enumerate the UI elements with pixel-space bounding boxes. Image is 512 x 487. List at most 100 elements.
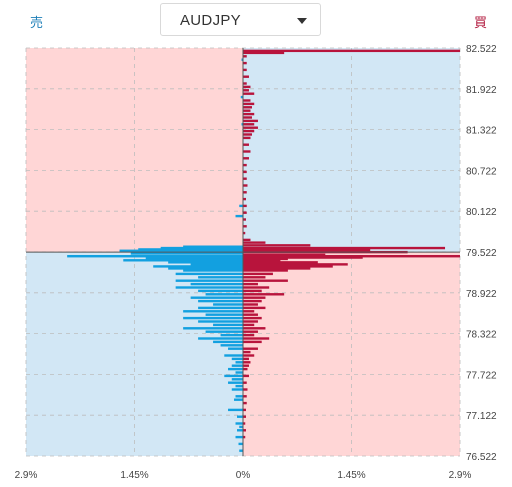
currency-pair-dropdown[interactable]: AUDJPY xyxy=(160,3,321,36)
sell-bar xyxy=(231,357,243,361)
sell-bar xyxy=(228,367,243,371)
sell-bar xyxy=(231,378,243,381)
sell-bar xyxy=(235,214,243,218)
sell-bar xyxy=(239,204,243,208)
buy-bar xyxy=(243,163,247,167)
buy-bar xyxy=(243,75,249,78)
buy-bar xyxy=(243,327,266,330)
buy-bar xyxy=(243,357,249,361)
buy-bar xyxy=(243,289,262,293)
buy-bar xyxy=(243,106,252,109)
sell-bar xyxy=(123,259,243,262)
buy-bar xyxy=(243,347,258,350)
buy-bar xyxy=(243,256,363,259)
buy-label: 買 xyxy=(474,15,488,30)
percent-tick-label: 2.9% xyxy=(15,470,38,481)
sell-bar xyxy=(198,306,243,310)
sell-bar xyxy=(224,354,243,357)
sell-bar xyxy=(241,58,243,61)
price-tick-label: 78.922 xyxy=(466,289,497,300)
buy-bar xyxy=(243,157,249,160)
sell-bar xyxy=(213,340,243,344)
sell-bar xyxy=(239,425,243,429)
price-tick-label: 80.122 xyxy=(466,207,497,218)
buy-bar xyxy=(243,143,249,146)
sell-bar xyxy=(67,255,243,258)
buy-bar xyxy=(243,126,258,129)
price-tick-label: 77.122 xyxy=(466,411,497,422)
buy-bar xyxy=(243,123,255,126)
sell-bar xyxy=(235,395,243,398)
buy-bar xyxy=(243,241,266,244)
chevron-down-icon xyxy=(297,18,307,24)
buy-bar xyxy=(243,51,285,55)
sell-bar xyxy=(213,323,243,327)
buy-bar xyxy=(243,381,247,384)
buy-bar xyxy=(243,238,251,242)
buy-bar xyxy=(243,282,258,286)
sell-bar xyxy=(138,248,243,251)
buy-bar xyxy=(243,323,255,327)
buy-bar xyxy=(243,257,288,261)
sell-bar xyxy=(235,435,243,439)
sell-bar xyxy=(190,296,243,299)
sell-bar xyxy=(198,320,243,323)
sell-label: 売 xyxy=(30,15,44,30)
buy-bar xyxy=(243,269,288,272)
buy-bar xyxy=(243,265,333,268)
sell-bar xyxy=(205,293,243,296)
sell-bar xyxy=(198,289,243,293)
buy-bar xyxy=(243,68,247,72)
buy-bar xyxy=(243,299,262,303)
price-tick-label: 76.522 xyxy=(466,452,497,463)
sell-bar xyxy=(237,429,243,432)
sell-bar xyxy=(205,330,243,333)
buy-bar xyxy=(243,408,246,412)
percent-tick-label: 0% xyxy=(236,470,251,481)
buy-bar xyxy=(243,422,246,425)
buy-bar xyxy=(243,310,255,313)
sell-bar xyxy=(175,272,243,276)
buy-bar xyxy=(243,225,247,228)
buy-bar xyxy=(243,276,266,279)
buy-bar xyxy=(243,102,255,106)
buy-bar xyxy=(243,306,266,310)
buy-bar xyxy=(243,261,318,264)
sell-bar xyxy=(234,398,243,401)
sell-bar xyxy=(228,347,243,350)
buy-bar xyxy=(243,109,251,112)
sell-bar xyxy=(160,246,243,250)
buy-bar xyxy=(243,218,246,221)
buy-bar xyxy=(243,263,348,266)
buy-bar xyxy=(243,361,251,364)
sell-bar xyxy=(213,303,243,306)
buy-bar xyxy=(243,313,258,316)
sell-bar xyxy=(190,263,243,266)
buy-bar xyxy=(243,279,288,282)
buy-bar xyxy=(243,401,247,405)
buy-bar xyxy=(243,116,252,119)
buy-bar xyxy=(243,99,251,102)
sell-bar xyxy=(240,95,243,99)
sell-bar xyxy=(224,374,243,378)
sell-bar xyxy=(183,316,243,320)
sell-bar xyxy=(231,388,243,391)
sell-above-area xyxy=(26,48,243,253)
buy-bar xyxy=(243,150,251,153)
percent-tick-label: 1.45% xyxy=(120,470,148,481)
sell-bar xyxy=(130,252,243,255)
buy-bar xyxy=(243,330,258,333)
sell-bar xyxy=(235,361,243,364)
buy-bar xyxy=(243,248,371,252)
buy-bar xyxy=(243,61,247,65)
price-tick-label: 79.522 xyxy=(466,248,497,259)
sell-bar xyxy=(228,408,243,412)
price-tick-label: 80.722 xyxy=(466,166,497,177)
sell-bar xyxy=(235,422,243,425)
buy-bar xyxy=(243,197,246,201)
buy-bar xyxy=(243,184,248,187)
buy-bar xyxy=(243,367,248,371)
buy-bar xyxy=(243,55,247,58)
sell-bar xyxy=(183,269,243,272)
